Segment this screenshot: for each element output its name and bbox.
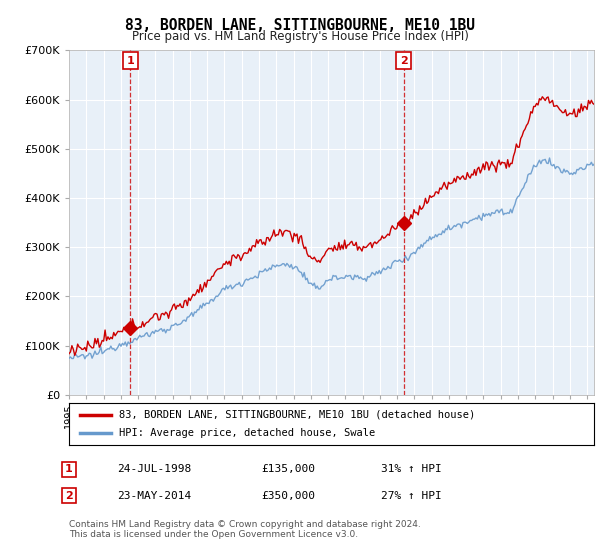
Text: HPI: Average price, detached house, Swale: HPI: Average price, detached house, Swal… [119,428,375,438]
Text: £135,000: £135,000 [261,464,315,474]
Text: 2: 2 [400,56,407,66]
Text: 83, BORDEN LANE, SITTINGBOURNE, ME10 1BU: 83, BORDEN LANE, SITTINGBOURNE, ME10 1BU [125,18,475,33]
Text: 23-MAY-2014: 23-MAY-2014 [117,491,191,501]
Text: 31% ↑ HPI: 31% ↑ HPI [381,464,442,474]
Text: 1: 1 [65,464,73,474]
Text: 2: 2 [65,491,73,501]
Text: Price paid vs. HM Land Registry's House Price Index (HPI): Price paid vs. HM Land Registry's House … [131,30,469,43]
Text: Contains HM Land Registry data © Crown copyright and database right 2024.
This d: Contains HM Land Registry data © Crown c… [69,520,421,539]
Text: 24-JUL-1998: 24-JUL-1998 [117,464,191,474]
Text: £350,000: £350,000 [261,491,315,501]
Text: 1: 1 [127,56,134,66]
Text: 27% ↑ HPI: 27% ↑ HPI [381,491,442,501]
Text: 83, BORDEN LANE, SITTINGBOURNE, ME10 1BU (detached house): 83, BORDEN LANE, SITTINGBOURNE, ME10 1BU… [119,410,475,420]
